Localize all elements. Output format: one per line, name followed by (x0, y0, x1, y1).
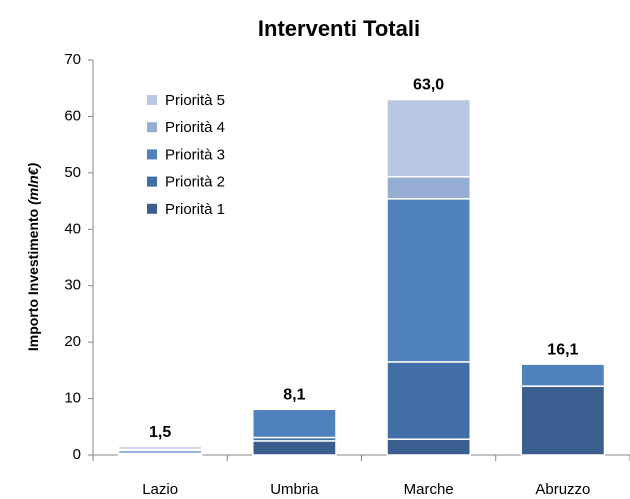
y-axis-label: Importo Investimento (mln€) (25, 163, 41, 352)
y-tick-label: 0 (73, 446, 81, 463)
x-tick-label: Marche (404, 481, 454, 498)
legend-swatch (147, 149, 157, 160)
legend-swatch (147, 203, 157, 214)
total-label: 1,5 (149, 424, 171, 441)
bar-segment (520, 385, 606, 456)
legend-label: Priorità 4 (165, 119, 225, 136)
y-axis-label-unit: (mln€) (25, 163, 41, 205)
bar-segment (386, 361, 471, 440)
legend-label: Priorità 2 (165, 174, 225, 191)
bar-segment (386, 176, 471, 200)
total-label: 63,0 (413, 77, 444, 94)
x-tick-label: Lazio (142, 481, 178, 498)
legend-swatch (147, 176, 157, 187)
y-tick-label: 60 (64, 107, 81, 124)
bar-segment (386, 198, 471, 363)
bar-segment (520, 363, 606, 387)
y-tick-label: 30 (64, 277, 81, 294)
y-tick-label: 10 (64, 390, 81, 407)
legend-label: Priorità 1 (165, 201, 225, 218)
legend-swatch (147, 95, 157, 105)
y-tick-label: 50 (64, 164, 81, 181)
legend-label: Priorità 5 (165, 92, 225, 109)
chart-title: Interventi Totali (258, 16, 420, 41)
legend-label: Priorità 3 (165, 146, 225, 163)
y-axis-label-text: Importo Investimento (25, 205, 41, 351)
total-label: 8,1 (283, 387, 305, 404)
legend-swatch (147, 122, 157, 133)
y-tick-label: 70 (64, 51, 81, 68)
y-tick-label: 40 (64, 220, 81, 237)
total-label: 16,1 (547, 341, 578, 358)
x-tick-label: Umbria (270, 481, 319, 498)
bar-segment (252, 440, 337, 456)
bar-segment (117, 445, 203, 451)
y-tick-label: 20 (64, 333, 81, 350)
bar-segment (386, 438, 471, 456)
x-tick-label: Abruzzo (535, 481, 590, 498)
bar-segment (252, 408, 337, 439)
bar-segment (386, 98, 471, 178)
